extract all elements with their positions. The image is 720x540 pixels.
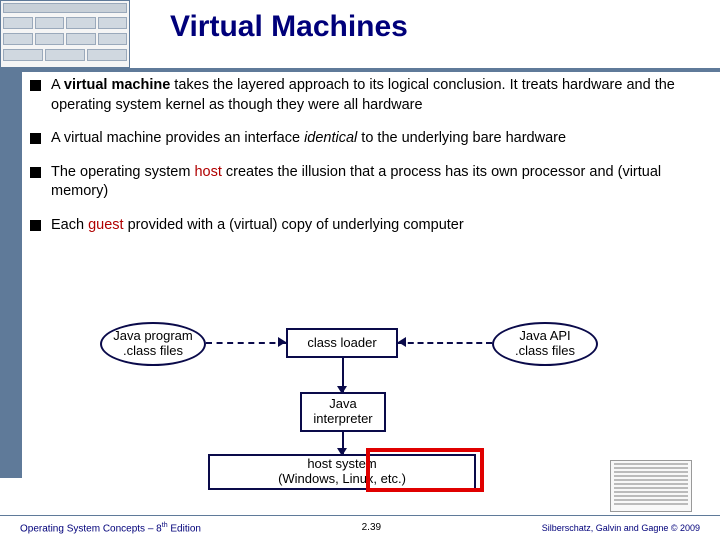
bullet-item: A virtual machine provides an interface … bbox=[30, 129, 702, 149]
arrow-head-icon bbox=[337, 386, 347, 394]
divider bbox=[0, 68, 720, 72]
bullet-icon bbox=[30, 167, 41, 178]
node-interpreter: Java interpreter bbox=[300, 392, 386, 432]
slide: Virtual Machines A virtual machine takes… bbox=[0, 0, 720, 540]
bottom-right-thumbnail bbox=[610, 460, 692, 512]
jvm-diagram: Java program .class files class loader J… bbox=[100, 320, 640, 490]
bullet-icon bbox=[30, 80, 41, 91]
sidebar-strip bbox=[0, 68, 22, 478]
bullet-text: A virtual machine takes the layered appr… bbox=[51, 76, 702, 115]
content-area: A virtual machine takes the layered appr… bbox=[30, 76, 702, 249]
bullet-item: The operating system host creates the il… bbox=[30, 163, 702, 202]
slide-title: Virtual Machines bbox=[170, 10, 680, 44]
node-class-loader: class loader bbox=[286, 328, 398, 358]
highlight-rect bbox=[366, 448, 484, 492]
footer: Operating System Concepts – 8th Edition … bbox=[0, 515, 720, 534]
arrow-head-icon bbox=[278, 337, 286, 347]
bullet-icon bbox=[30, 220, 41, 231]
footer-copyright: Silberschatz, Galvin and Gagne © 2009 bbox=[542, 523, 700, 533]
arrow-head-icon bbox=[337, 448, 347, 456]
node-java-api: Java API .class files bbox=[492, 322, 598, 366]
arrow-head-icon bbox=[398, 337, 406, 347]
footer-page-number: 2.39 bbox=[362, 522, 381, 533]
bullet-text: Each guest provided with a (virtual) cop… bbox=[51, 216, 702, 236]
node-java-program: Java program .class files bbox=[100, 322, 206, 366]
bullet-text: A virtual machine provides an interface … bbox=[51, 129, 702, 149]
bullet-item: A virtual machine takes the layered appr… bbox=[30, 76, 702, 115]
arrow-dashed bbox=[398, 342, 492, 344]
bullet-text: The operating system host creates the il… bbox=[51, 163, 702, 202]
bullet-item: Each guest provided with a (virtual) cop… bbox=[30, 216, 702, 236]
bullet-icon bbox=[30, 133, 41, 144]
arrow-dashed bbox=[206, 342, 286, 344]
corner-thumbnail bbox=[0, 0, 130, 68]
footer-left: Operating System Concepts – 8th Edition bbox=[20, 522, 201, 534]
